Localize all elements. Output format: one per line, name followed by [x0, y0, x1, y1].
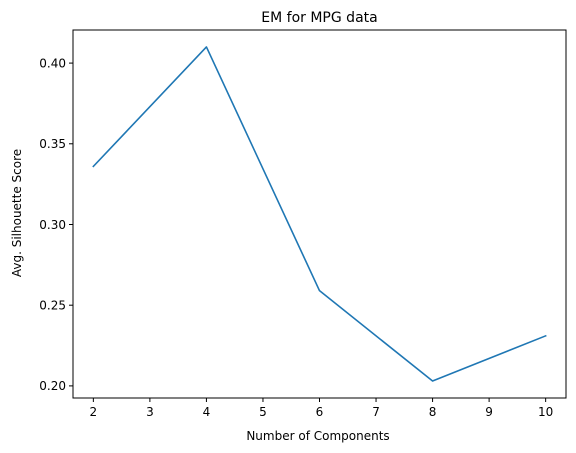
- y-tick-label: 0.20: [39, 379, 66, 393]
- chart-title: EM for MPG data: [261, 10, 377, 26]
- series-layer: [92, 46, 547, 382]
- x-tick-label: 4: [203, 405, 211, 419]
- y-tick-label: 0.35: [39, 137, 66, 151]
- data-point: [545, 335, 547, 337]
- data-point: [93, 166, 95, 168]
- x-axis-ticks: 2 3 4 5 6 7 8 9 10: [90, 398, 553, 419]
- y-axis-label: Avg. Silhouette Score: [10, 149, 24, 277]
- y-tick-label: 0.30: [39, 218, 66, 232]
- data-point: [432, 380, 434, 382]
- y-axis-ticks: 0.20 0.25 0.30 0.35 0.40: [39, 56, 73, 393]
- x-tick-label: 3: [146, 405, 154, 419]
- data-point: [319, 290, 321, 292]
- x-tick-label: 5: [259, 405, 267, 419]
- x-tick-label: 6: [316, 405, 324, 419]
- data-point: [206, 46, 208, 48]
- x-tick-label: 8: [429, 405, 437, 419]
- plot-frame: [72, 29, 567, 399]
- y-tick-label: 0.40: [39, 56, 66, 70]
- x-tick-label: 10: [538, 405, 553, 419]
- x-tick-label: 7: [372, 405, 380, 419]
- x-tick-label: 9: [485, 405, 493, 419]
- series-line: [92, 46, 547, 382]
- x-axis-label: Number of Components: [246, 429, 389, 443]
- plot-area: [73, 30, 566, 398]
- y-tick-label: 0.25: [39, 298, 66, 312]
- x-tick-label: 2: [90, 405, 98, 419]
